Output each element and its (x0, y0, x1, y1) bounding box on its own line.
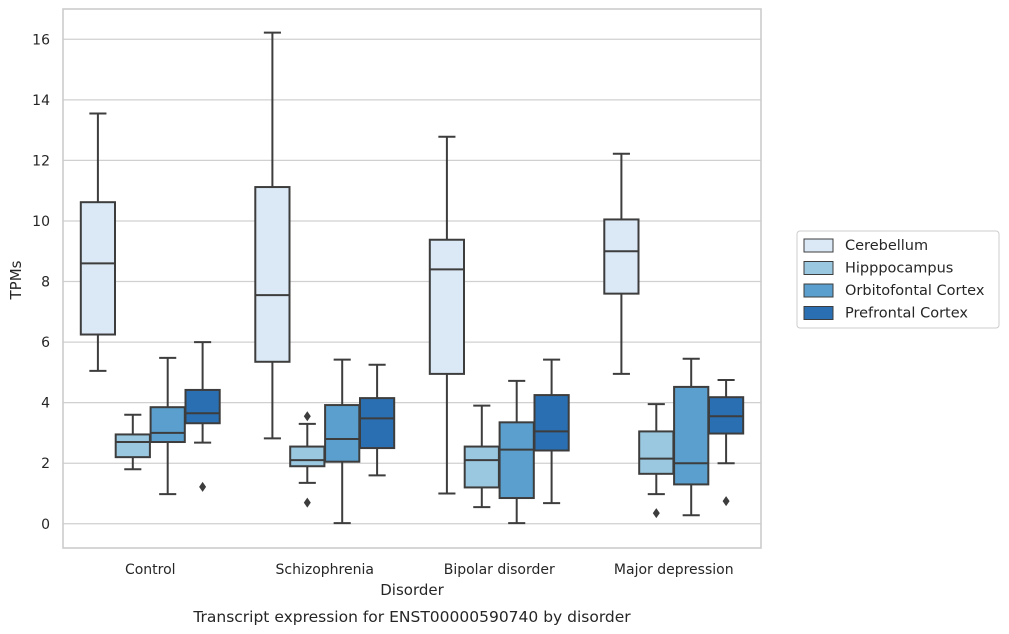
box (673, 357, 710, 517)
outlier-point (722, 496, 730, 507)
y-tick-label: 12 (32, 153, 50, 169)
box (707, 378, 745, 507)
box (463, 404, 500, 509)
y-tick-label: 4 (41, 396, 50, 412)
box (149, 356, 186, 496)
series-orbitofontal-cortex (149, 356, 710, 525)
outlier-point (303, 411, 311, 422)
box-body (289, 445, 326, 468)
y-tick-label: 2 (41, 456, 50, 472)
outlier-point (303, 497, 311, 508)
x-axis-ticks: Control Schizophrenia Bipolar disorder Majo… (125, 562, 734, 578)
box (638, 403, 675, 519)
legend-frame (796, 230, 1000, 329)
x-axis-title: Disorder (380, 581, 444, 599)
box-body (533, 394, 570, 452)
y-tick-label: 16 (32, 32, 50, 48)
chart-caption: Transcript expression for ENST0000059074… (192, 608, 631, 626)
x-tick-label: Major depression (614, 562, 734, 578)
y-tick-label: 6 (41, 335, 50, 351)
y-tick-label: 0 (41, 517, 50, 533)
box (498, 379, 535, 525)
legend-item: Hipppocampus (803, 261, 953, 277)
series-cerebellum (79, 31, 640, 495)
box (324, 358, 361, 525)
box (184, 341, 221, 492)
box-body (324, 404, 361, 463)
x-tick-label: Schizophrenia (276, 562, 374, 578)
gridlines (63, 38, 761, 525)
legend-item: Cerebellum (803, 238, 928, 254)
outlier-point (652, 508, 660, 519)
y-axis-ticks: 0 2 4 6 8 10 12 14 16 (32, 32, 50, 532)
outlier-point (199, 481, 207, 492)
box-body (428, 238, 466, 375)
box (533, 358, 570, 505)
legend-label: Hipppocampus (845, 261, 953, 277)
box (289, 411, 326, 508)
plot-frame (62, 8, 762, 549)
legend-item: Prefrontal Cortex (803, 306, 968, 322)
box-body (358, 397, 396, 450)
legend-swatch (803, 283, 834, 298)
box-body (114, 433, 151, 459)
box-body (603, 218, 640, 295)
box-body (638, 430, 675, 475)
box-body (254, 186, 291, 363)
y-tick-label: 10 (32, 214, 50, 230)
y-tick-label: 8 (41, 275, 50, 291)
legend-item: Orbitofontal Cortex (803, 283, 985, 299)
box (114, 413, 151, 471)
box-body (184, 388, 221, 425)
x-tick-label: Bipolar disorder (444, 562, 555, 578)
box (79, 112, 117, 372)
y-tick-label: 14 (32, 93, 50, 109)
box (603, 152, 640, 375)
legend-swatch (803, 306, 834, 320)
box (428, 135, 466, 495)
legend-swatch (803, 261, 834, 275)
box-body (673, 385, 710, 486)
box (358, 363, 396, 477)
box-body (463, 445, 500, 489)
series-hipppocampus (114, 403, 675, 519)
box-body (149, 406, 186, 444)
y-axis-title: TPMs (7, 260, 25, 300)
legend-label: Prefrontal Cortex (845, 306, 968, 322)
box-body (79, 201, 117, 336)
legend-label: Cerebellum (845, 238, 928, 254)
box-series (79, 31, 745, 525)
legend-label: Orbitofontal Cortex (845, 283, 985, 299)
legend-swatch (803, 238, 834, 253)
x-tick-label: Control (125, 562, 176, 578)
box-body (498, 421, 535, 500)
box (254, 31, 291, 440)
legend: Cerebellum Hipppocampus Orbitofontal Corte… (796, 230, 1000, 329)
series-prefrontal-cortex (184, 341, 745, 507)
